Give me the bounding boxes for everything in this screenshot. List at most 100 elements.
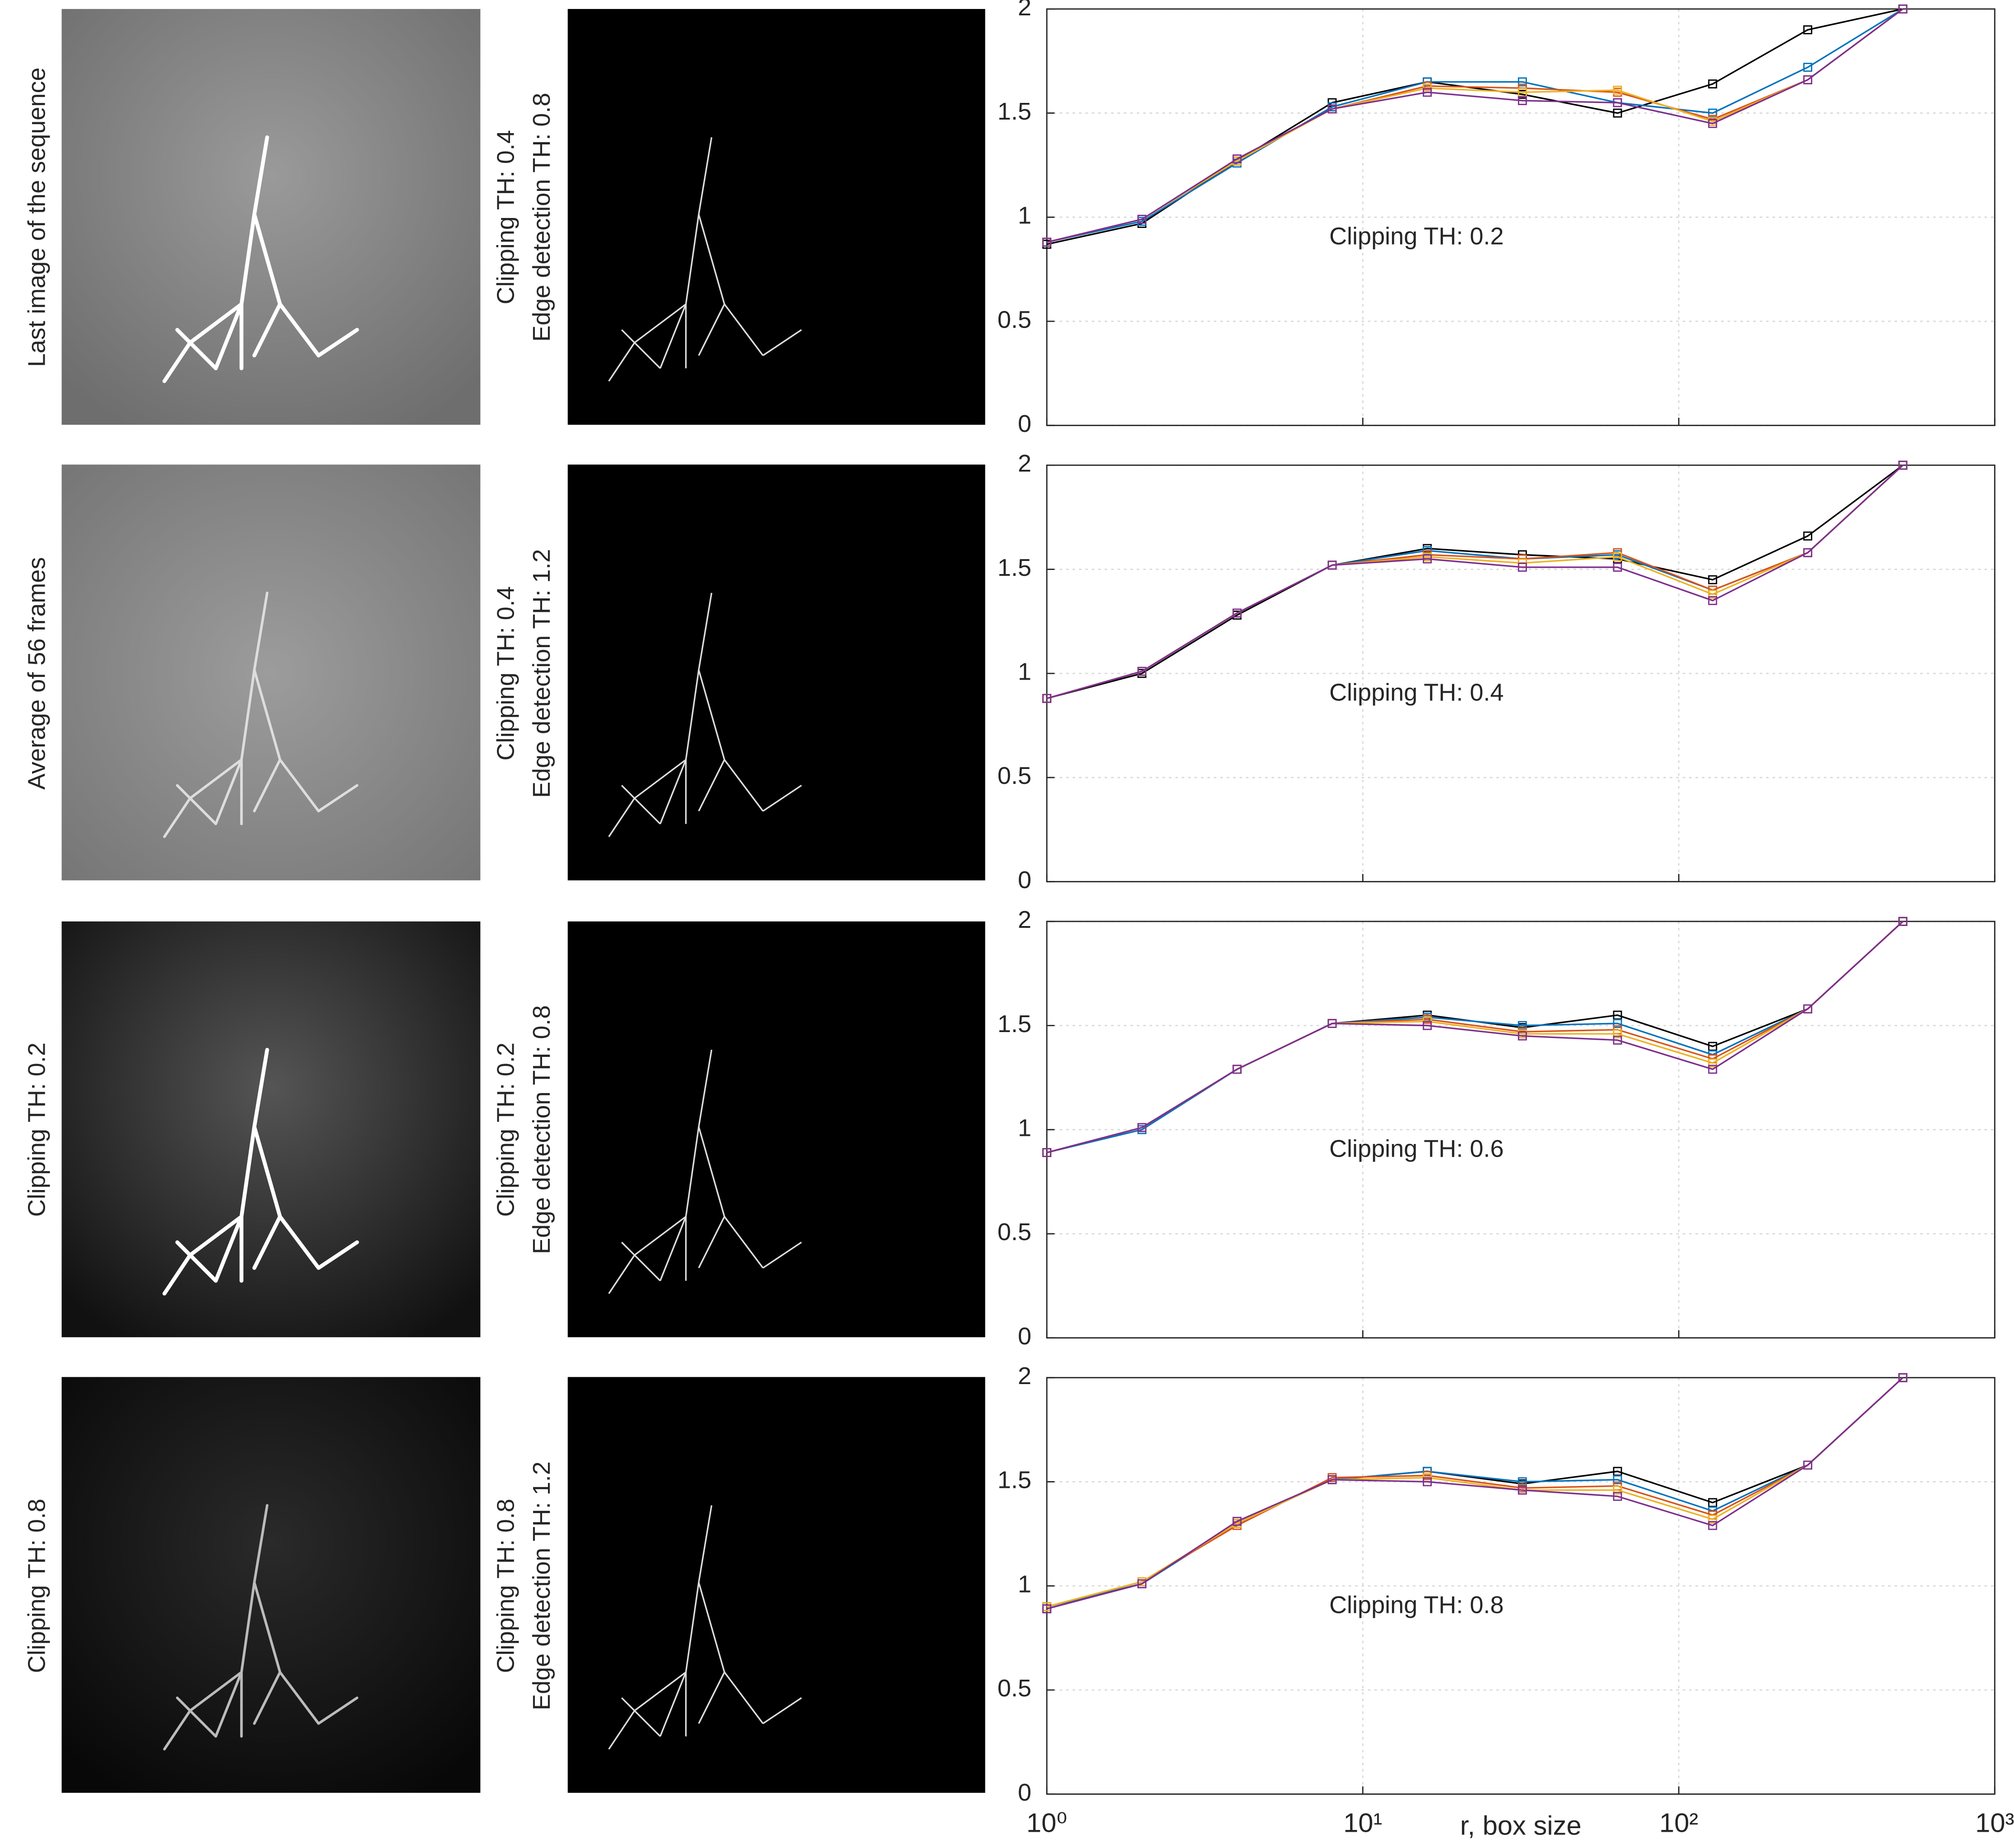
y-tick-label: 0	[1018, 1779, 1031, 1806]
x-tick-label: 10¹	[1343, 1808, 1382, 1838]
series-line	[1046, 8, 1903, 243]
edge-label: Clipping TH: 0.4	[492, 586, 519, 760]
marker	[1613, 1029, 1622, 1038]
marker	[1613, 1491, 1622, 1501]
series-line	[1046, 8, 1903, 245]
edge-label: Clipping TH: 0.4	[492, 130, 519, 304]
series-line	[1046, 8, 1903, 243]
marker	[1423, 1477, 1432, 1487]
edge-label: Edge detection TH: 0.8	[528, 1005, 555, 1254]
y-tick-label: 1	[1018, 1115, 1031, 1142]
marker	[1803, 25, 1813, 34]
series-line	[1046, 1377, 1903, 1607]
plot-frame	[1046, 921, 1995, 1339]
y-tick-label: 2	[1018, 0, 1031, 21]
marker	[1708, 575, 1717, 584]
marker	[1898, 917, 1907, 926]
marker	[1898, 460, 1907, 470]
marker	[1613, 552, 1622, 561]
annotation: Clipping TH: 0.2	[1329, 223, 1504, 250]
edge-label: Edge detection TH: 0.8	[528, 93, 555, 342]
marker	[1232, 154, 1242, 164]
marker	[1613, 85, 1622, 95]
series-line	[1046, 1377, 1903, 1607]
series-line	[1046, 921, 1903, 1153]
series-line	[1046, 464, 1903, 699]
marker	[1423, 88, 1432, 97]
series-line	[1046, 1377, 1903, 1610]
marker	[1137, 1123, 1146, 1132]
x-tick-label: 10⁰	[1026, 1808, 1067, 1838]
y-tick-label: 2	[1018, 450, 1031, 477]
marker	[1898, 4, 1907, 14]
marker	[1517, 96, 1527, 105]
y-tick-label: 1.5	[998, 98, 1031, 125]
y-tick-label: 0.5	[998, 1218, 1031, 1246]
series-line	[1046, 921, 1903, 1153]
image-label: Clipping TH: 0.2	[23, 1042, 51, 1217]
edge-label: Edge detection TH: 1.2	[528, 549, 555, 798]
plot-frame	[1046, 8, 1995, 426]
edge-panels	[567, 9, 985, 1793]
marker	[1232, 1517, 1242, 1526]
y-tick-label: 1.5	[998, 1467, 1031, 1494]
y-tick-label: 0	[1018, 866, 1031, 894]
y-tick-label: 1.5	[998, 1010, 1031, 1037]
y-tick-label: 0.5	[998, 306, 1031, 333]
y-tick-label: 2	[1018, 906, 1031, 933]
y-tick-label: 0.5	[998, 1675, 1031, 1702]
marker	[1613, 108, 1622, 118]
marker	[1423, 554, 1432, 564]
image-label: Clipping TH: 0.8	[23, 1499, 51, 1673]
marker	[1042, 1604, 1052, 1613]
annotation: Clipping TH: 0.8	[1329, 1592, 1504, 1619]
series-line	[1046, 464, 1903, 699]
edge-image	[567, 921, 985, 1338]
marker	[1613, 1019, 1622, 1028]
series-line	[1046, 8, 1903, 243]
annotation: Clipping TH: 0.6	[1329, 1135, 1504, 1163]
y-tick-label: 1	[1018, 658, 1031, 685]
series-line	[1046, 921, 1903, 1153]
edge-image	[567, 464, 985, 880]
series-line	[1046, 1377, 1903, 1607]
marker	[1613, 1485, 1622, 1495]
y-tick-label: 2	[1018, 1362, 1031, 1389]
marker	[1708, 596, 1717, 605]
edge-label: Clipping TH: 0.8	[492, 1499, 519, 1673]
marker	[1708, 119, 1717, 128]
marker	[1423, 1021, 1432, 1030]
marker	[1613, 562, 1622, 572]
edge-label: Clipping TH: 0.2	[492, 1042, 519, 1217]
marker	[1803, 63, 1813, 72]
plot-frame	[1046, 464, 1995, 883]
photo	[61, 921, 481, 1338]
y-tick-label: 0	[1018, 410, 1031, 437]
plot-frame	[1046, 1377, 1995, 1795]
series-line	[1046, 464, 1903, 699]
marker	[1708, 1521, 1717, 1530]
photo	[61, 464, 481, 880]
marker	[1803, 1460, 1813, 1470]
image-label: Average of 56 frames	[23, 557, 51, 790]
y-tick-label: 1	[1018, 202, 1031, 229]
photo	[61, 9, 481, 425]
marker	[1708, 589, 1717, 599]
marker	[1232, 608, 1242, 618]
marker	[1613, 1475, 1622, 1484]
series-line	[1046, 464, 1903, 699]
marker	[1613, 98, 1622, 107]
marker	[1803, 75, 1813, 84]
series-line	[1046, 464, 1903, 699]
photo-panels	[61, 9, 481, 1793]
marker	[1517, 562, 1527, 572]
marker	[1708, 1065, 1717, 1074]
edge-image	[567, 1377, 985, 1793]
series-line	[1046, 921, 1903, 1153]
photo	[61, 1377, 481, 1793]
marker	[1708, 1058, 1717, 1068]
marker	[1327, 560, 1337, 570]
y-tick-label: 0.5	[998, 762, 1031, 789]
y-tick-label: 0	[1018, 1323, 1031, 1350]
y-tick-label: 1	[1018, 1570, 1031, 1598]
